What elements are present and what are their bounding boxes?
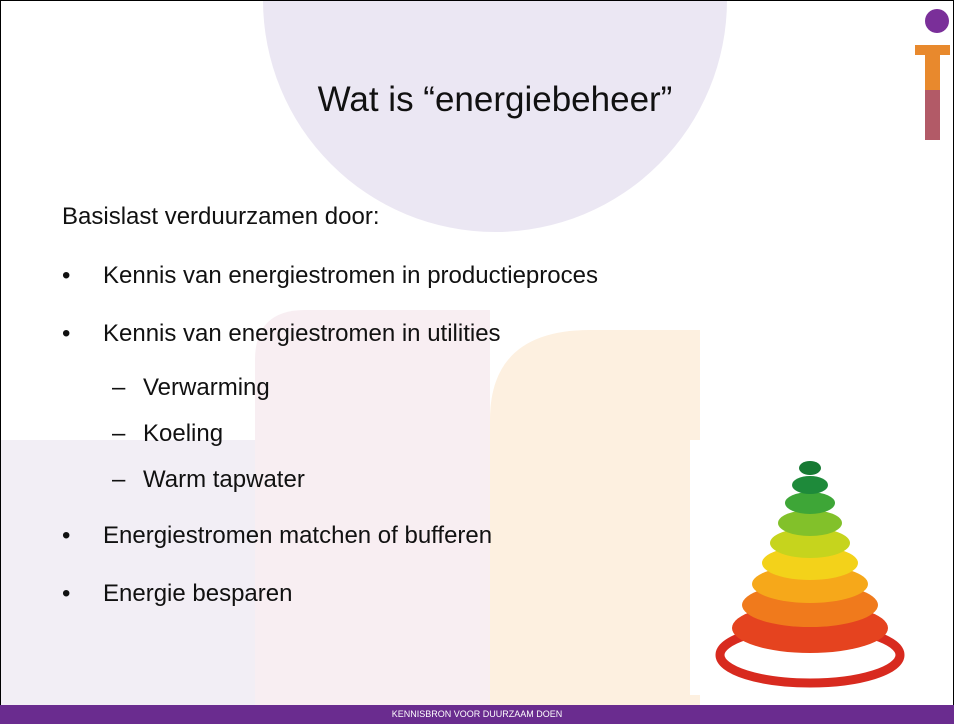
bullet-dot: • [62, 522, 70, 550]
sub-text: Verwarming [143, 374, 270, 402]
bullet-text: Energie besparen [103, 580, 292, 608]
sub-dash: – [112, 466, 125, 494]
bullet-text: Kennis van energiestromen in productiepr… [103, 262, 598, 290]
sub-text: Warm tapwater [143, 466, 305, 494]
bullet-text: Energiestromen matchen of bufferen [103, 522, 492, 550]
sub-dash: – [112, 420, 125, 448]
bullet-dot: • [62, 580, 70, 608]
sub-text: Koeling [143, 420, 223, 448]
energy-pyramid [690, 440, 950, 695]
title: Wat is “energiebeheer” [0, 80, 954, 120]
intro: Basislast verduurzamen door: [62, 203, 379, 231]
bullet-text: Kennis van energiestromen in utilities [103, 320, 501, 348]
sub-dash: – [112, 374, 125, 402]
logo [915, 9, 950, 140]
bullet-dot: • [62, 262, 70, 290]
footer: KENNISBRON VOOR DUURZAAM DOEN [0, 705, 954, 724]
bullet-dot: • [62, 320, 70, 348]
slide: Wat is “energiebeheer” Basislast verduur… [0, 0, 954, 724]
